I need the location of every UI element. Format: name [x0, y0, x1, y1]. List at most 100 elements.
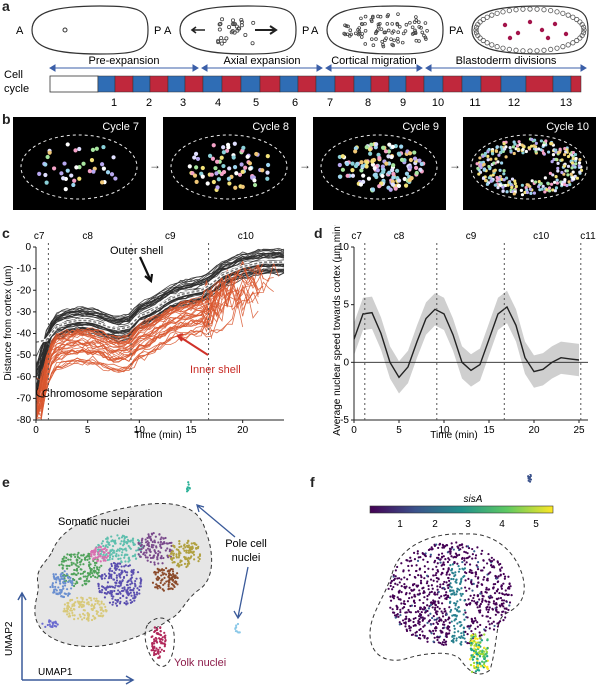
- umap-cell-point: [97, 600, 100, 603]
- nucleus-dot: [386, 13, 390, 17]
- umap-cell-point: [105, 586, 108, 589]
- umap-cell-point: [105, 592, 108, 595]
- nucleus-dot: [479, 162, 483, 167]
- umap-cell-point: [484, 629, 487, 632]
- umap-cell-point: [103, 573, 106, 576]
- umap-cell-point: [387, 587, 390, 590]
- umap-cell-point: [99, 545, 102, 549]
- umap-cell-point: [127, 592, 130, 596]
- cycle-number: 12: [508, 97, 520, 109]
- umap-cell-point: [430, 546, 433, 549]
- umap-cell-point: [133, 599, 136, 602]
- nucleus-dot: [480, 16, 486, 23]
- nucleus-dot: [504, 176, 509, 180]
- umap-cell-point: [433, 561, 436, 564]
- umap-cell-point: [66, 594, 70, 597]
- cycle-label: c9: [165, 231, 176, 242]
- umap-cell-point: [396, 607, 399, 611]
- umap-cell-point: [474, 636, 477, 640]
- umap-cell-point: [131, 539, 134, 542]
- cycle-number: 9: [400, 97, 406, 109]
- umap-cell-point: [93, 551, 96, 554]
- umap-cell-point: [118, 547, 122, 550]
- umap-cell-point: [470, 637, 473, 640]
- umap-cell-point: [483, 664, 487, 668]
- umap-cell-point: [426, 594, 429, 598]
- umap-cell-point: [452, 577, 455, 581]
- nucleus-dot: [548, 46, 554, 53]
- umap-cell-point: [66, 613, 69, 616]
- umap-cell-point: [445, 581, 448, 584]
- umap-cell-point: [187, 560, 190, 563]
- cycle-segment-white: [49, 75, 99, 93]
- nucleus-dot: [222, 38, 227, 43]
- umap-cell-point: [444, 597, 447, 600]
- umap-cell-point: [159, 586, 162, 589]
- umap-cell-point: [182, 547, 185, 550]
- nucleus-dot: [340, 154, 345, 159]
- umap-cell-point: [476, 637, 479, 641]
- umap-cell-point: [489, 616, 492, 620]
- umap-cell-point: [165, 573, 168, 576]
- umap-cell-point: [73, 568, 76, 572]
- umap-cell-point: [102, 614, 105, 617]
- nucleus-dot: [400, 40, 405, 45]
- cycle-segment-red: [221, 75, 242, 93]
- outer-shell-trajectory: [35, 265, 285, 379]
- umap-cell-point: [70, 553, 73, 556]
- nucleus-dot: [220, 17, 225, 22]
- umap-cell-point: [115, 576, 118, 579]
- umap-cell-point: [473, 600, 476, 603]
- nucleus-dot: [369, 19, 374, 24]
- label-p-1: P: [154, 25, 161, 37]
- umap-cell-point: [170, 557, 173, 560]
- umap-cell-point: [395, 605, 399, 609]
- umap-cell-point: [425, 574, 429, 577]
- umap-cell-point: [129, 591, 132, 594]
- umap-cell-point: [448, 596, 452, 599]
- umap-cell-point: [399, 598, 402, 601]
- umap-cell-point: [130, 582, 134, 585]
- x-tick-label: 5: [85, 425, 91, 436]
- cycle-segment-blue: [279, 75, 299, 93]
- umap-cell-point: [424, 606, 427, 610]
- umap-cell-point: [139, 582, 142, 585]
- nucleus-dot: [399, 157, 405, 163]
- nucleus-dot: [210, 156, 215, 161]
- umap-cell-point: [132, 572, 135, 575]
- yolk-nuclei-region: [144, 617, 175, 668]
- phase-cortical-migration: Cortical migration: [331, 55, 417, 67]
- umap-cell-point: [98, 566, 101, 569]
- nucleus-dot: [483, 178, 488, 183]
- nucleus-dot: [494, 10, 500, 16]
- umap-cell-point: [100, 575, 103, 578]
- nucleus-dot: [363, 21, 367, 26]
- panel-letter-c: c: [2, 225, 10, 241]
- umap-cell-point: [426, 580, 429, 583]
- nucleus-dot: [530, 137, 534, 142]
- umap-cell-point: [408, 617, 411, 621]
- nucleus-dot: [575, 176, 579, 180]
- umap-cell-point: [111, 545, 115, 548]
- umap-cell-point: [454, 552, 458, 555]
- x-tick-label: 20: [237, 425, 249, 436]
- umap-cell-point: [436, 588, 439, 591]
- nucleus-dot: [403, 183, 409, 188]
- embryo-stage-3: [326, 5, 444, 55]
- y-tick-label: -5: [340, 415, 349, 426]
- umap-cell-point: [137, 553, 140, 556]
- umap-cell-point: [53, 577, 56, 580]
- umap-cell-point: [475, 603, 478, 606]
- umap-cell-point: [410, 588, 413, 592]
- nucleus-dot: [496, 177, 500, 182]
- nucleus-dot: [396, 183, 402, 189]
- cycle-segment-blue: [423, 75, 444, 93]
- nucleus-dot: [241, 145, 246, 150]
- umap-cell-point: [449, 582, 452, 585]
- umap-cell-point: [390, 580, 393, 583]
- nucleus-dot: [260, 168, 265, 173]
- umap-cell-point: [457, 606, 460, 609]
- umap-cell-point: [435, 565, 438, 568]
- umap-cell-point: [122, 575, 126, 579]
- nucleus-dot: [407, 178, 412, 183]
